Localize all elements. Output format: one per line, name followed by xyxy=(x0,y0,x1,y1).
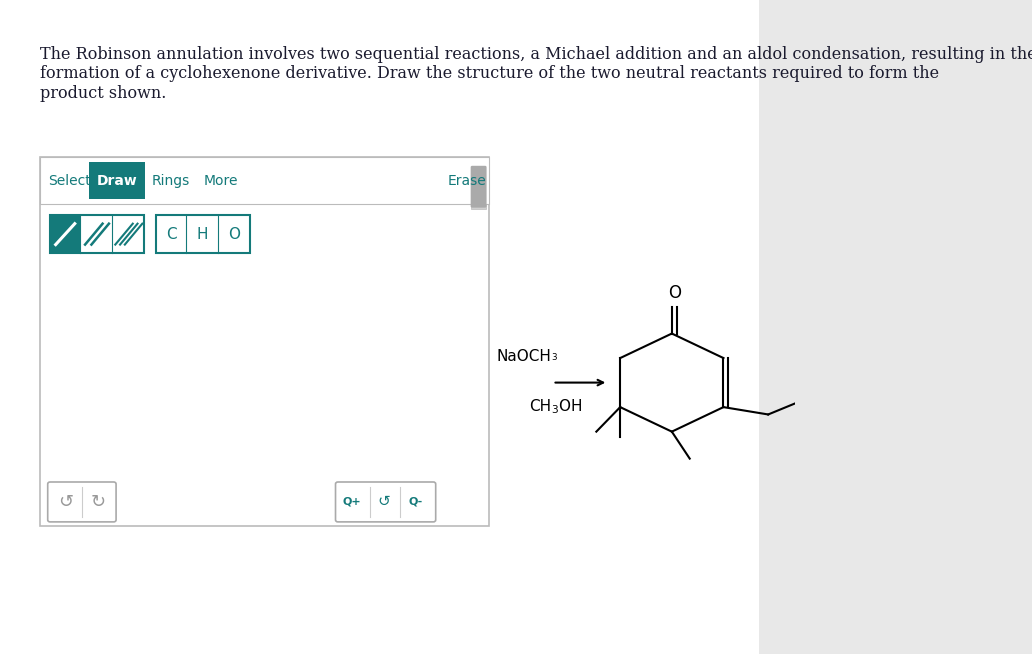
Text: ↺: ↺ xyxy=(378,494,390,509)
FancyBboxPatch shape xyxy=(47,482,116,522)
Text: Erase: Erase xyxy=(447,173,486,188)
Text: C: C xyxy=(165,227,176,241)
FancyBboxPatch shape xyxy=(471,165,486,207)
FancyBboxPatch shape xyxy=(51,215,143,253)
Text: ↺: ↺ xyxy=(59,493,73,511)
FancyBboxPatch shape xyxy=(472,204,486,209)
Text: $_3$OH: $_3$OH xyxy=(551,398,582,416)
Text: $_3$: $_3$ xyxy=(551,350,558,363)
FancyBboxPatch shape xyxy=(51,215,80,253)
FancyBboxPatch shape xyxy=(156,215,250,253)
FancyBboxPatch shape xyxy=(40,157,489,526)
Text: The Robinson annulation involves two sequential reactions, a Michael addition an: The Robinson annulation involves two seq… xyxy=(40,46,1032,102)
Text: Draw: Draw xyxy=(97,173,137,188)
Text: O: O xyxy=(228,227,240,241)
Text: NaOCH: NaOCH xyxy=(496,349,551,364)
Text: Q+: Q+ xyxy=(343,497,361,507)
FancyBboxPatch shape xyxy=(0,0,760,654)
Text: H: H xyxy=(197,227,208,241)
Text: Select: Select xyxy=(49,173,92,188)
FancyBboxPatch shape xyxy=(40,157,489,204)
Text: CH: CH xyxy=(528,400,551,414)
Text: O: O xyxy=(668,284,681,303)
Text: More: More xyxy=(203,173,238,188)
Text: Rings: Rings xyxy=(152,173,190,188)
Text: Q-: Q- xyxy=(409,497,423,507)
FancyBboxPatch shape xyxy=(89,162,144,199)
Text: ↻: ↻ xyxy=(90,493,105,511)
FancyBboxPatch shape xyxy=(335,482,436,522)
